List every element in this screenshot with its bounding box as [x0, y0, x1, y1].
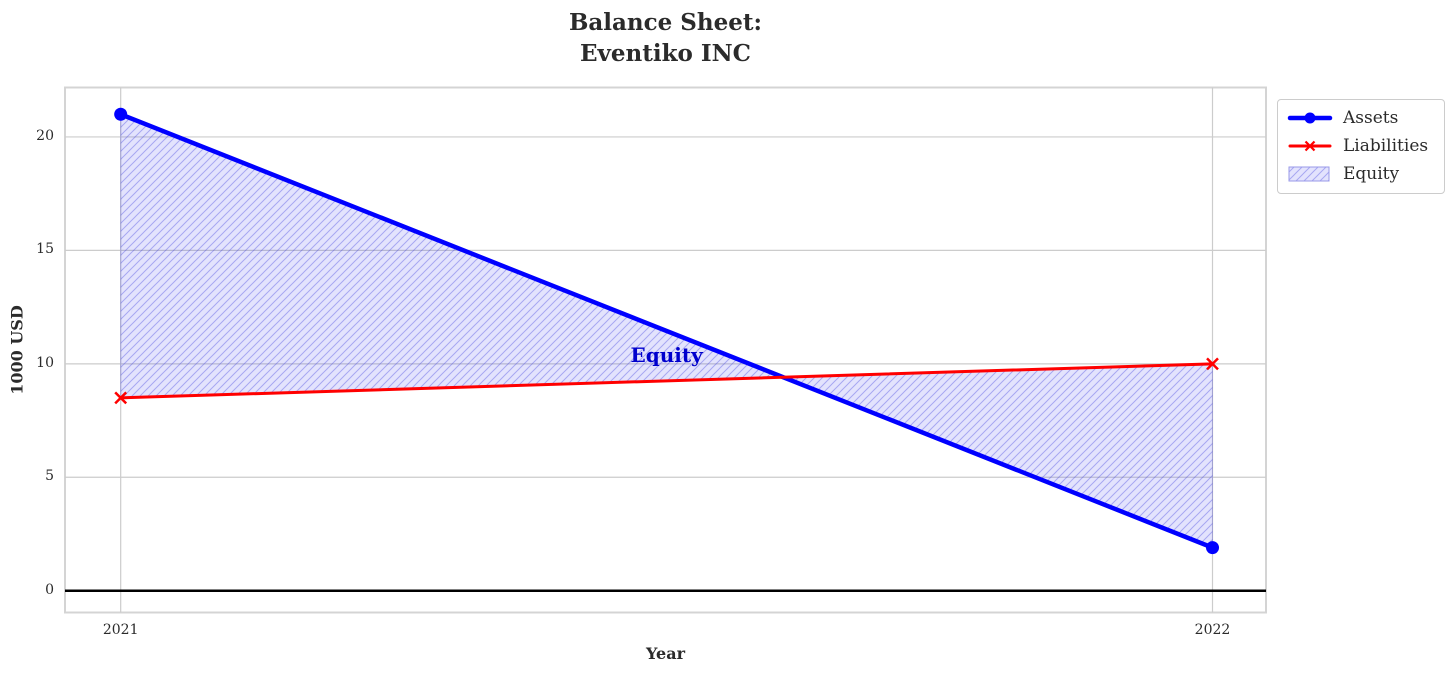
- y-tick-label: 5: [45, 468, 54, 485]
- equity-annotation: Equity: [630, 342, 703, 367]
- assets-line: [118, 112, 1215, 550]
- chart-title-line1: Balance Sheet:: [568, 9, 763, 36]
- legend-entry-assets: Assets: [1287, 107, 1435, 129]
- liabilities-marker: [1206, 357, 1219, 371]
- liabilities-line: [119, 362, 1215, 400]
- y-tick-label: 20: [36, 127, 54, 144]
- legend-entry-equity: Equity: [1287, 163, 1435, 185]
- equity-patch-icon: [1288, 166, 1330, 182]
- chart-title: Balance Sheet: Eventiko INC: [65, 7, 1266, 69]
- legend-label-equity: Equity: [1343, 164, 1400, 184]
- x-axis-label: Year: [645, 644, 685, 663]
- x-tick-label: 2022: [1194, 622, 1231, 638]
- x-tick-label: 2021: [102, 622, 139, 638]
- y-tick-label: 15: [36, 241, 54, 258]
- y-tick-label: 0: [45, 581, 54, 598]
- assets-marker: [1206, 541, 1220, 555]
- y-axis-label: 1000 USD: [7, 305, 27, 395]
- y-tick-label: 10: [36, 354, 54, 371]
- legend-label-liabilities: Liabilities: [1343, 136, 1429, 156]
- liabilities-line-icon: [1288, 140, 1332, 152]
- chart-title-line2: Eventiko INC: [580, 40, 751, 67]
- legend: Assets Liabilities Equity: [1277, 99, 1445, 194]
- legend-label-assets: Assets: [1343, 108, 1399, 128]
- liabilities-marker: [114, 391, 128, 405]
- assets-line-icon: [1287, 112, 1333, 124]
- legend-entry-liabilities: Liabilities: [1287, 135, 1435, 157]
- assets-marker: [114, 107, 128, 121]
